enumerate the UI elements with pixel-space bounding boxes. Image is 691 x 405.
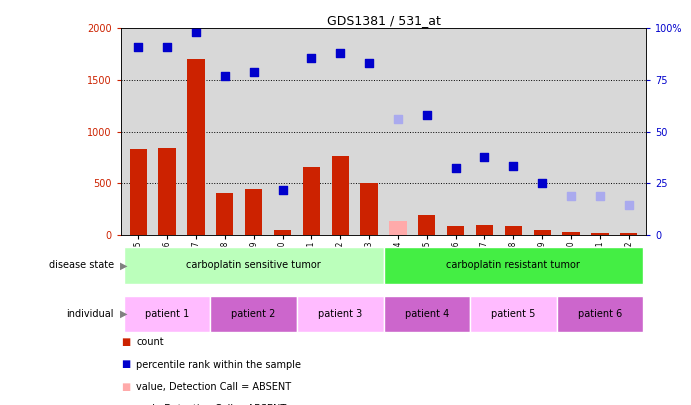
Bar	[124, 247, 384, 284]
Point	[334, 50, 346, 56]
Point	[219, 72, 230, 79]
Text: individual: individual	[66, 309, 114, 319]
Bar	[504, 226, 522, 235]
Bar	[130, 149, 147, 235]
Text: patient 1: patient 1	[145, 309, 189, 319]
Bar	[124, 296, 210, 332]
Text: ■: ■	[121, 382, 130, 392]
Text: ■: ■	[121, 360, 130, 369]
Point	[422, 112, 433, 118]
Point	[363, 60, 375, 67]
Bar	[216, 192, 234, 235]
Text: patient 2: patient 2	[231, 309, 276, 319]
Text: count: count	[136, 337, 164, 347]
Point	[623, 202, 634, 208]
Bar	[476, 225, 493, 235]
Bar	[557, 296, 643, 332]
Point	[277, 187, 288, 194]
Text: carboplatin resistant tumor: carboplatin resistant tumor	[446, 260, 580, 270]
Text: ■: ■	[121, 337, 130, 347]
Point	[133, 44, 144, 50]
Text: ■: ■	[121, 404, 130, 405]
Bar	[418, 215, 435, 235]
Point	[594, 192, 605, 199]
Bar	[591, 233, 609, 235]
Text: disease state: disease state	[49, 260, 114, 270]
Text: value, Detection Call = ABSENT: value, Detection Call = ABSENT	[136, 382, 291, 392]
Text: patient 6: patient 6	[578, 309, 622, 319]
Bar	[384, 296, 470, 332]
Bar	[620, 233, 637, 235]
Text: ▶: ▶	[120, 260, 127, 270]
Text: ▶: ▶	[120, 309, 127, 319]
Point	[565, 192, 576, 199]
Bar	[533, 230, 551, 235]
Point	[191, 29, 202, 36]
Bar	[210, 296, 297, 332]
Bar	[245, 190, 263, 235]
Bar	[562, 232, 580, 235]
Point	[248, 68, 259, 75]
Bar	[187, 59, 205, 235]
Bar	[332, 156, 349, 235]
Bar	[389, 222, 406, 235]
Bar	[470, 296, 557, 332]
Bar	[361, 183, 378, 235]
Bar	[303, 167, 320, 235]
Point	[392, 116, 404, 122]
Text: rank, Detection Call = ABSENT: rank, Detection Call = ABSENT	[136, 404, 286, 405]
Text: patient 3: patient 3	[318, 309, 362, 319]
Bar	[274, 230, 291, 235]
Point	[508, 163, 519, 169]
Point	[306, 55, 317, 62]
Point	[450, 164, 461, 171]
Text: patient 5: patient 5	[491, 309, 536, 319]
Bar	[158, 148, 176, 235]
Point	[537, 180, 548, 186]
Title: GDS1381 / 531_at: GDS1381 / 531_at	[327, 14, 440, 27]
Text: patient 4: patient 4	[405, 309, 449, 319]
Bar	[297, 296, 384, 332]
Point	[162, 44, 173, 50]
Text: carboplatin sensitive tumor: carboplatin sensitive tumor	[187, 260, 321, 270]
Point	[479, 153, 490, 160]
Text: percentile rank within the sample: percentile rank within the sample	[136, 360, 301, 369]
Bar	[384, 247, 643, 284]
Bar	[447, 226, 464, 235]
